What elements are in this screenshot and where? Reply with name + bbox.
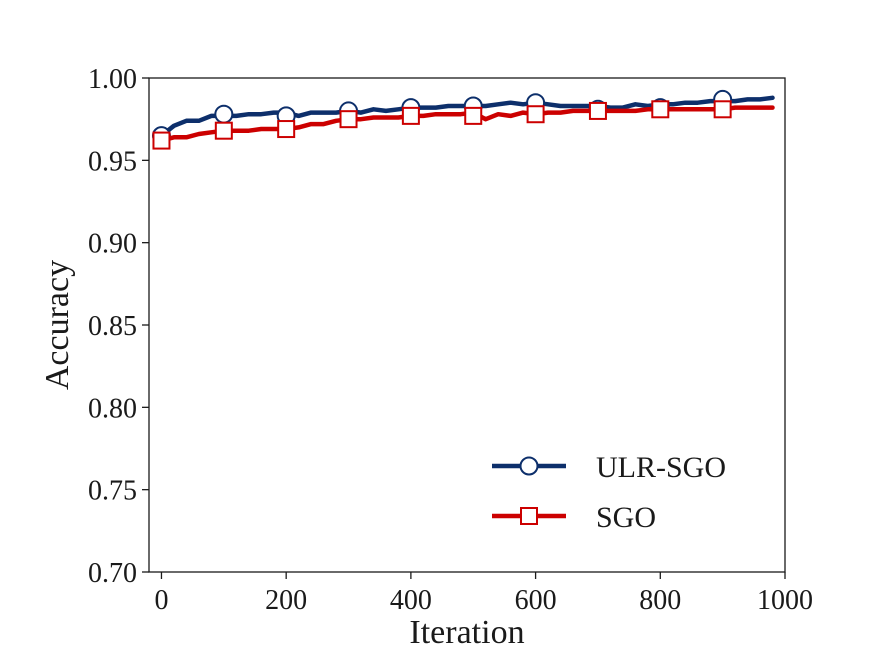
data-point-sgo (526, 105, 545, 124)
legend-entry-ulr-sgo: ULR-SGO (492, 451, 726, 484)
legend-entry-sgo: SGO (492, 501, 656, 534)
x-axis-ticks: 0 200 400 600 800 1000 (154, 572, 813, 616)
data-point-sgo (339, 110, 358, 129)
y-tick-label: 0.95 (88, 146, 137, 177)
x-tick-label: 1000 (757, 585, 813, 616)
legend-label-ulr-sgo: ULR-SGO (596, 451, 726, 484)
x-tick-label: 0 (154, 585, 168, 616)
series-layer (151, 89, 775, 150)
legend-marker-square-icon (520, 507, 538, 525)
y-tick-label: 0.90 (88, 229, 137, 260)
legend-marker-circle-icon (519, 456, 539, 476)
data-point-sgo (401, 106, 420, 125)
plot-frame (148, 77, 786, 573)
data-point-sgo (214, 121, 233, 140)
data-point-sgo (713, 100, 732, 119)
y-axis-title: Accuracy (39, 260, 76, 390)
data-point-sgo (588, 101, 607, 120)
legend: ULR-SGO SGO (492, 451, 726, 534)
y-tick-label: 0.70 (88, 558, 137, 589)
y-axis-ticks: 0.70 0.75 0.80 0.85 0.90 0.95 1.00 (88, 64, 149, 589)
y-tick-label: 1.00 (88, 64, 137, 95)
y-tick-label: 0.85 (88, 311, 137, 342)
x-tick-label: 200 (265, 585, 307, 616)
y-tick-label: 0.80 (88, 393, 137, 424)
plot-area (148, 77, 786, 573)
y-tick-label: 0.75 (88, 476, 137, 507)
data-point-sgo (277, 120, 296, 139)
legend-label-sgo: SGO (596, 501, 656, 534)
data-point-sgo (464, 106, 483, 125)
data-point-sgo (152, 131, 171, 150)
series-sgo (152, 100, 775, 150)
data-point-ulr-sgo (214, 104, 234, 124)
x-tick-label: 400 (390, 585, 432, 616)
x-tick-label: 800 (639, 585, 681, 616)
x-axis-title: Iteration (409, 614, 524, 651)
data-point-sgo (651, 100, 670, 119)
x-tick-label: 600 (515, 585, 557, 616)
